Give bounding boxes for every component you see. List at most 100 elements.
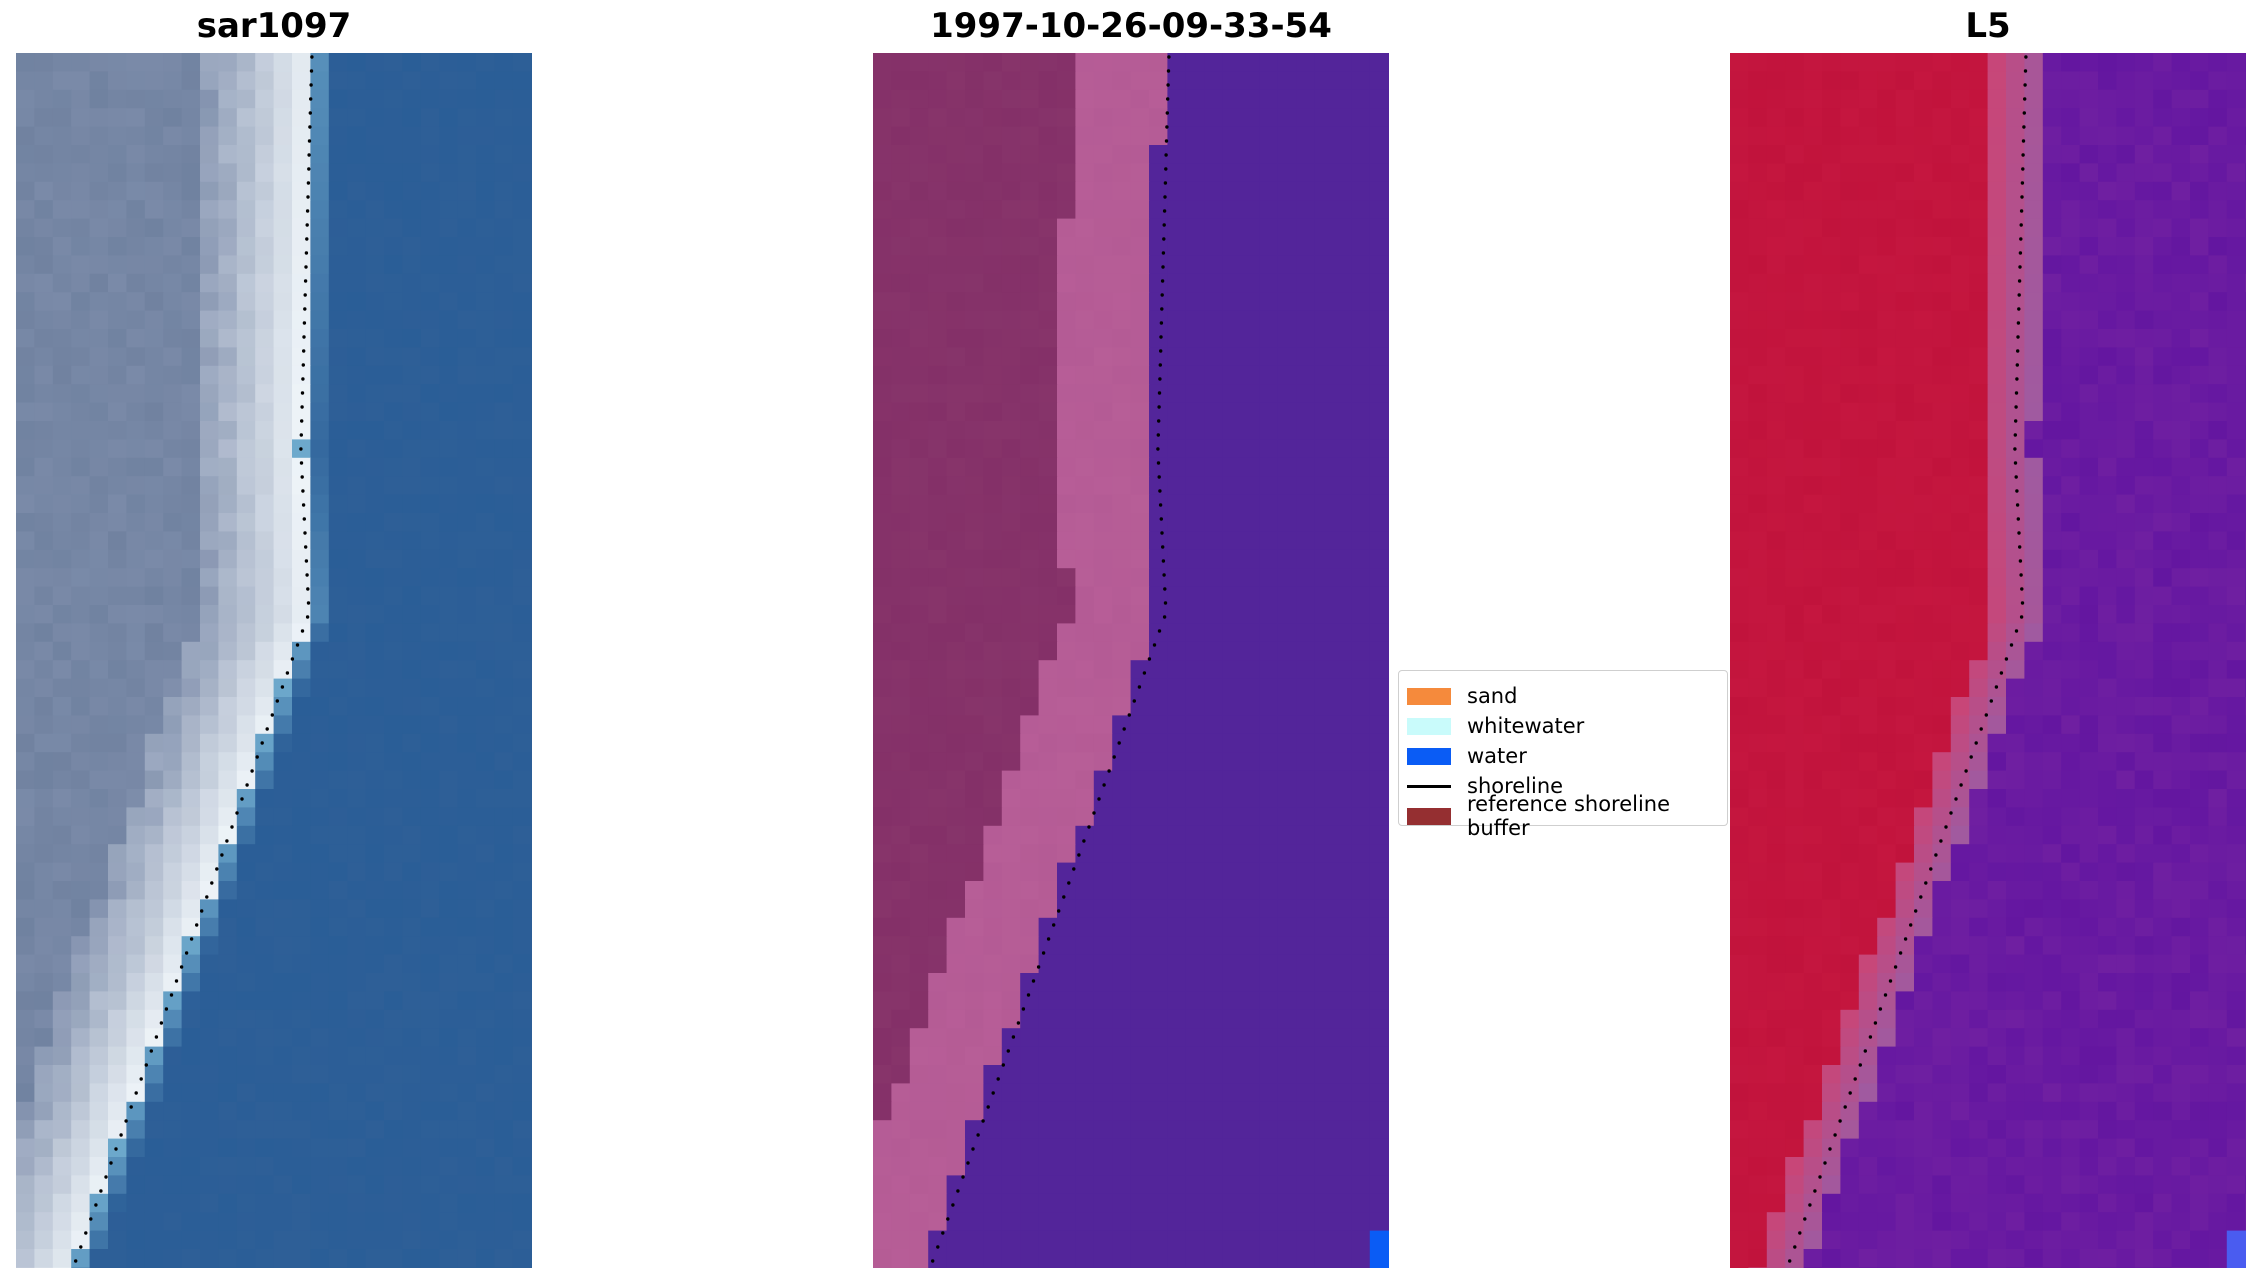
shoreline-dot	[1127, 713, 1131, 717]
shoreline-dot	[1156, 433, 1160, 437]
shoreline-dot	[2013, 461, 2018, 465]
shoreline-dot	[966, 1161, 970, 1165]
shoreline-dot	[299, 461, 304, 465]
shoreline-dot	[1818, 1175, 1822, 1179]
shoreline-dot	[275, 699, 279, 703]
shoreline-dot	[2018, 265, 2022, 269]
shoreline-dot	[1883, 993, 1888, 997]
shoreline-dot	[1097, 797, 1101, 801]
shoreline-dot	[1159, 321, 1164, 325]
shoreline-dot	[1157, 475, 1161, 479]
shoreline-dot	[174, 979, 179, 983]
shoreline-dot	[1164, 153, 1168, 157]
shoreline-dot	[976, 1133, 980, 1137]
shoreline-dot	[1165, 125, 1169, 129]
shoreline-dot	[1157, 629, 1162, 633]
shoreline-dot	[302, 349, 306, 353]
shoreline-dot	[301, 503, 306, 507]
shoreline-dot	[991, 1091, 995, 1095]
shoreline-dot	[1160, 279, 1165, 283]
shoreline-dot	[300, 391, 305, 395]
shoreline-dot	[280, 685, 285, 689]
shoreline-dot	[2021, 153, 2025, 157]
shoreline-dot	[1974, 741, 1978, 745]
shoreline-dot	[951, 1203, 955, 1207]
shoreline-dot	[2018, 251, 2023, 255]
legend-line-shoreline	[1407, 784, 1451, 788]
shoreline-dot	[2013, 433, 2017, 437]
shoreline-dot	[1021, 1007, 1026, 1011]
shoreline-dot	[301, 377, 305, 381]
shoreline-dot	[119, 1133, 123, 1137]
shoreline-dot	[1888, 979, 1893, 983]
shoreline-dot	[2023, 97, 2027, 101]
shoreline-dot	[1057, 909, 1061, 913]
shoreline-dot	[1161, 559, 1166, 563]
legend-label-shoreline: shoreline	[1467, 774, 1564, 798]
shoreline-dot	[144, 1063, 148, 1067]
index-image-panel	[1730, 53, 2246, 1268]
shoreline-dot	[309, 83, 313, 87]
shoreline-dot	[270, 713, 274, 717]
shoreline-dot	[1165, 111, 1169, 115]
shoreline-dot	[1163, 181, 1168, 185]
shoreline-dot	[1117, 741, 1121, 745]
shoreline-dot	[306, 587, 310, 591]
shoreline-dot	[1152, 643, 1157, 647]
shoreline-dot	[159, 1021, 164, 1025]
shoreline-dot	[1949, 811, 1953, 815]
shoreline-dot	[1843, 1105, 1847, 1109]
shoreline-dot	[304, 559, 309, 563]
shoreline-dot	[931, 1259, 935, 1263]
shoreline-dot	[1984, 713, 1988, 717]
shoreline-dot	[303, 307, 307, 311]
shoreline-dot	[1158, 489, 1162, 493]
shoreline-dot	[1803, 1217, 1807, 1221]
shoreline-dot	[149, 1049, 153, 1053]
shoreline-dot	[300, 629, 305, 633]
shoreline-dot	[307, 139, 312, 143]
legend-item-reference-buffer: reference shoreline buffer	[1407, 792, 1727, 840]
shoreline-dot	[1158, 377, 1162, 381]
rgb-image-panel	[16, 53, 532, 1268]
shoreline-dot	[99, 1189, 103, 1193]
shoreline-dot	[1087, 825, 1091, 829]
shoreline-dot	[1166, 69, 1171, 73]
shoreline-dot	[114, 1147, 118, 1151]
shoreline-dot	[308, 111, 312, 115]
shoreline-dot	[2017, 293, 2021, 297]
shoreline-dot	[235, 811, 239, 815]
shoreline-dot	[2015, 363, 2019, 367]
shoreline-dot	[1072, 867, 1076, 871]
index-image	[1730, 53, 2246, 1268]
shoreline-dot	[304, 545, 308, 549]
shoreline-dot	[1823, 1161, 1827, 1165]
shoreline-dot	[1163, 587, 1167, 591]
shoreline-dot	[941, 1231, 945, 1235]
legend-swatch-sand	[1407, 687, 1451, 705]
shoreline-dot	[1924, 881, 1928, 885]
shoreline-dot	[1164, 167, 1168, 171]
shoreline-dot	[2020, 587, 2024, 591]
shoreline-dot	[1903, 937, 1908, 941]
shoreline-dot	[936, 1245, 940, 1249]
shoreline-dot	[250, 769, 254, 773]
shoreline-dot	[2018, 545, 2022, 549]
shoreline-dot	[302, 335, 306, 339]
shoreline-dot	[1161, 265, 1165, 269]
legend-label-reference-buffer: reference shoreline buffer	[1467, 792, 1671, 840]
shoreline-dot	[1159, 517, 1163, 521]
shoreline-dot	[2014, 629, 2019, 633]
shoreline-dot	[306, 181, 311, 185]
shoreline-dot	[1006, 1049, 1010, 1053]
shoreline-dot	[1873, 1021, 1878, 1025]
shoreline-dot	[2014, 405, 2018, 409]
legend-swatch-whitewater	[1407, 717, 1451, 735]
shoreline-dot	[134, 1091, 138, 1095]
shoreline-dot	[308, 125, 312, 129]
shoreline-dot	[2015, 489, 2019, 493]
shoreline-dot	[1999, 671, 2004, 675]
shoreline-dot	[2017, 307, 2021, 311]
shoreline-dot	[1062, 895, 1066, 899]
shoreline-dot	[2019, 573, 2023, 577]
